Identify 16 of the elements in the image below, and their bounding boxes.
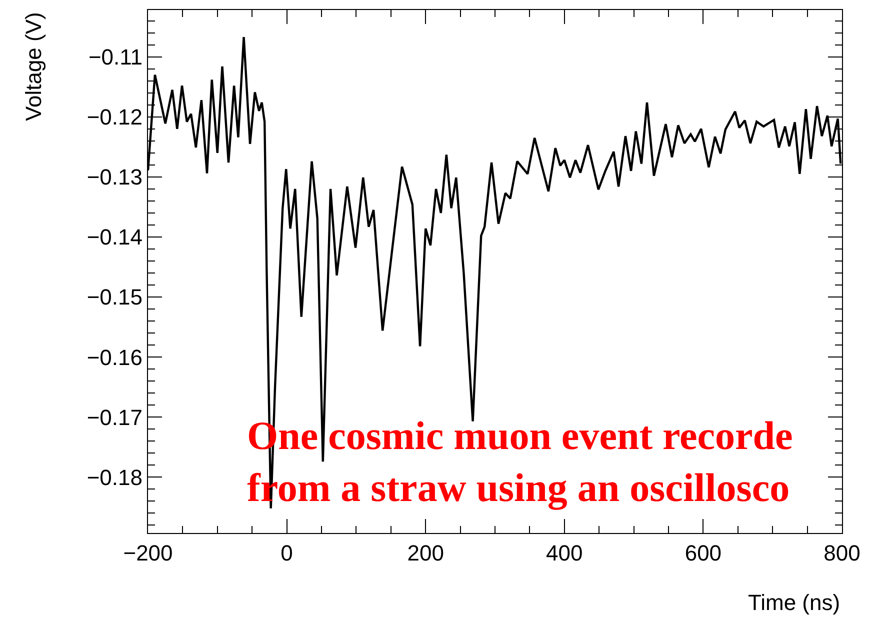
x-tick-label: −200 <box>123 540 173 566</box>
y-tick-label: −0.16 <box>86 344 142 370</box>
y-tick-label: −0.12 <box>86 104 142 130</box>
x-tick-label: 600 <box>684 540 722 566</box>
x-axis-title: Time (ns) <box>748 590 840 615</box>
x-tick-label: 400 <box>546 540 583 566</box>
y-axis-title: Voltage (V) <box>20 12 46 121</box>
y-tick-label: −0.18 <box>86 464 142 490</box>
y-tick-label: −0.11 <box>88 44 142 70</box>
y-tick-label: −0.13 <box>86 164 142 190</box>
y-tick-label: −0.17 <box>86 404 142 430</box>
y-tick-label: −0.15 <box>86 284 142 310</box>
y-tick-label: −0.14 <box>86 224 142 250</box>
x-tick-label: 200 <box>407 540 444 566</box>
x-tick-label: 800 <box>824 540 860 566</box>
x-tick-label: 0 <box>280 540 293 566</box>
